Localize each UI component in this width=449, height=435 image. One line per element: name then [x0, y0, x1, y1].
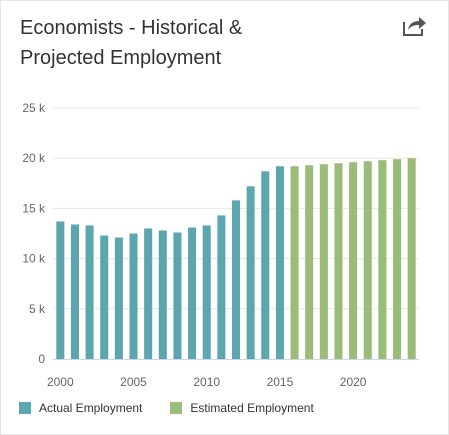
bar-actual [144, 228, 153, 359]
y-tick-label: 15 k [22, 201, 46, 215]
share-icon[interactable] [402, 15, 428, 37]
bar-actual [158, 230, 167, 359]
chart-title-line2: Projected Employment [20, 47, 222, 69]
legend-item-actual[interactable]: Actual Employment [19, 401, 142, 415]
bar-estimated [378, 160, 387, 359]
bar-actual [217, 215, 226, 359]
legend: Actual Employment Estimated Employment [19, 401, 314, 415]
bar-actual [56, 221, 65, 359]
bar-estimated [334, 163, 343, 359]
bar-actual [100, 235, 109, 359]
chart-title: Economists - Historical & Projected Empl… [20, 13, 380, 73]
bar-actual [275, 166, 284, 359]
bar-actual [85, 225, 94, 359]
x-tick-label: 2015 [267, 375, 294, 389]
bar-estimated [363, 161, 372, 359]
y-tick-label: 0 [38, 352, 45, 366]
bar-actual [114, 237, 123, 359]
y-tick-label: 25 k [22, 101, 46, 115]
x-tick-label: 2000 [47, 375, 74, 389]
bar-estimated [290, 166, 299, 359]
legend-label-estimated: Estimated Employment [190, 401, 314, 415]
bar-actual [246, 186, 255, 359]
y-tick-label: 20 k [22, 151, 46, 165]
bar-actual [129, 233, 138, 359]
legend-swatch-actual [19, 402, 31, 414]
chart-title-line1: Economists - Historical & [20, 17, 243, 39]
legend-swatch-estimated [170, 402, 183, 414]
y-tick-label: 5 k [29, 302, 46, 316]
bar-chart: 0 5 k 10 k 15 k 20 k 25 k 2000 2005 2010 2015 2020 [22, 101, 419, 389]
y-tick-label: 10 k [22, 252, 46, 266]
bar-actual [188, 227, 197, 359]
bar-estimated [393, 159, 402, 359]
bar-estimated [407, 158, 416, 359]
bar-estimated [349, 162, 358, 359]
bar-actual [231, 200, 241, 359]
share-icon-graphic [403, 17, 426, 36]
bar-actual [70, 224, 79, 359]
bar-actual [202, 225, 211, 359]
bar-estimated [305, 165, 314, 359]
x-tick-label: 2005 [120, 375, 147, 389]
legend-item-estimated[interactable]: Estimated Employment [170, 401, 314, 415]
bar-estimated [319, 164, 328, 359]
bar-actual [173, 232, 182, 359]
x-tick-label: 2020 [340, 375, 367, 389]
x-tick-label: 2010 [193, 375, 220, 389]
legend-label-actual: Actual Employment [39, 401, 143, 415]
bar-actual [261, 171, 270, 359]
